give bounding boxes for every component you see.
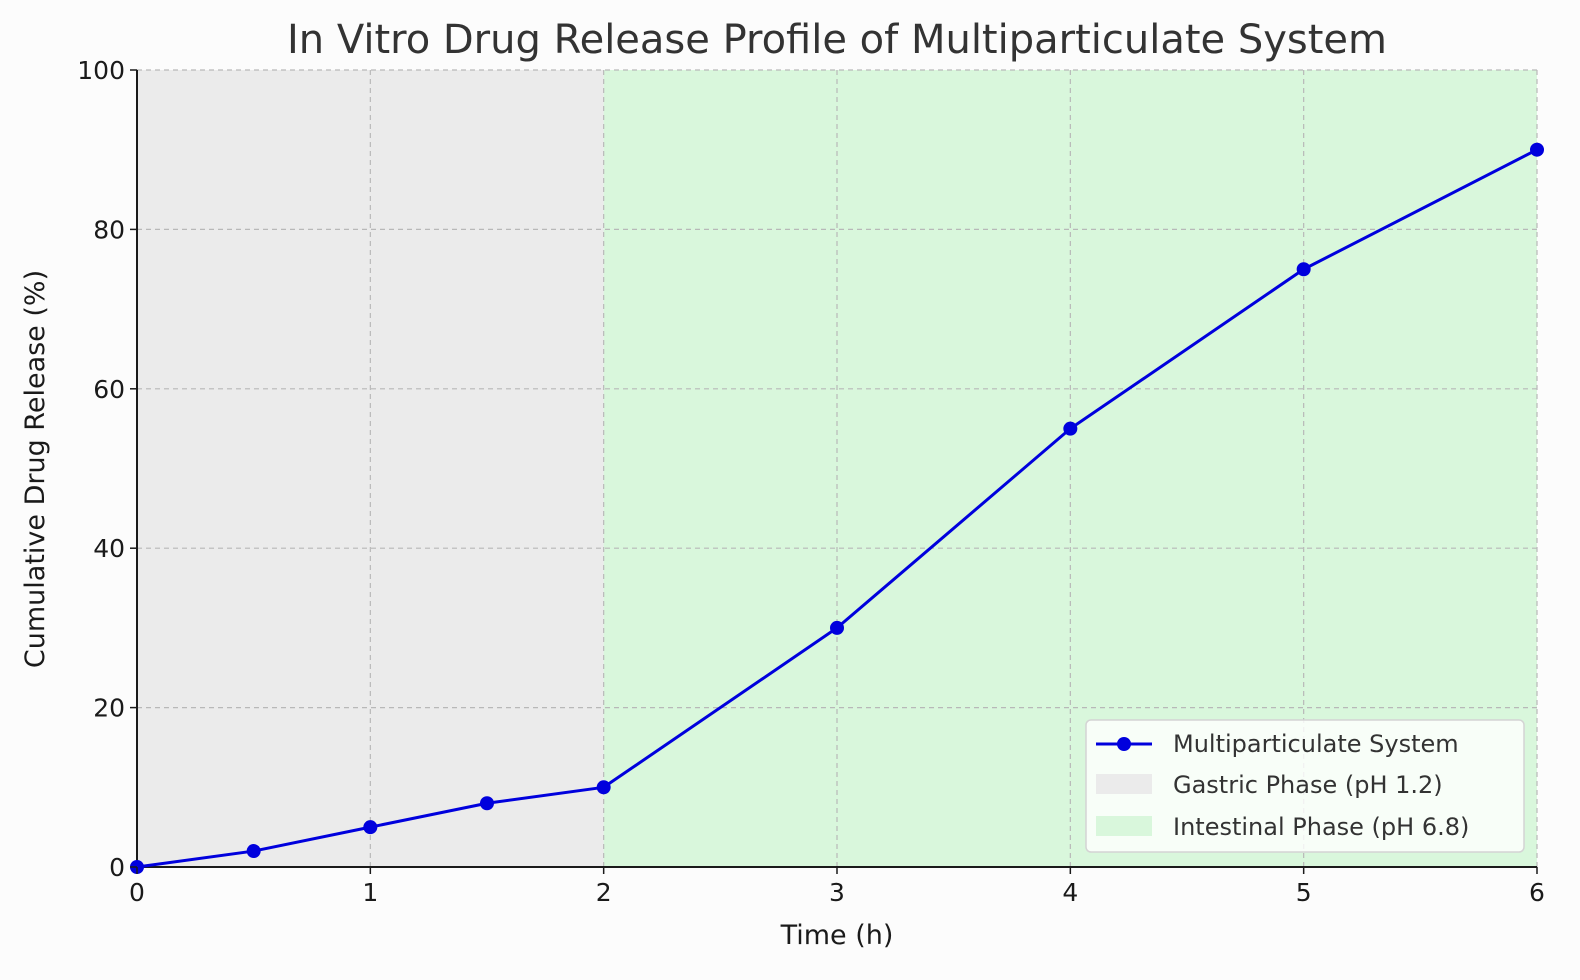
x-tick-label-3: 3: [829, 878, 845, 907]
legend-label-gastric: Gastric Phase (pH 1.2): [1173, 771, 1443, 799]
y-tick-label-3: 60: [93, 375, 125, 404]
y-tick-label-5: 100: [77, 56, 125, 85]
y-tick-label-4: 80: [93, 215, 125, 244]
legend: Multiparticulate System Gastric Phase (p…: [1085, 719, 1525, 853]
y-tick-label-1: 20: [93, 694, 125, 723]
data-point-5: [830, 620, 844, 635]
data-point-6: [1063, 421, 1078, 436]
legend-box: [1085, 719, 1525, 853]
data-point-1: [246, 844, 261, 859]
data-point-4: [596, 780, 611, 795]
data-point-7: [1296, 262, 1311, 277]
x-tick-label-6: 6: [1529, 878, 1545, 907]
y-axis-label: Cumulative Drug Release (%): [20, 270, 51, 668]
data-point-3: [480, 796, 494, 811]
legend-label-series: Multiparticulate System: [1173, 730, 1459, 758]
legend-swatch-intestinal: [1096, 816, 1152, 836]
x-tick-label-5: 5: [1296, 878, 1312, 907]
x-tick-label-0: 0: [129, 878, 145, 907]
x-tick-label-2: 2: [596, 878, 612, 907]
x-ticks: 0 1 2 3 4 5 6: [129, 867, 1545, 907]
data-point-8: [1530, 142, 1544, 157]
chart-title: In Vitro Drug Release Profile of Multipa…: [287, 17, 1387, 63]
legend-series-marker: [1117, 737, 1131, 751]
x-tick-label-1: 1: [362, 878, 378, 907]
series-layer: [130, 142, 1544, 874]
legend-swatch-gastric: [1096, 774, 1152, 794]
y-ticks: 0 20 40 60 80 100: [77, 56, 137, 882]
legend-label-intestinal: Intestinal Phase (pH 6.8): [1173, 813, 1469, 841]
y-tick-label-2: 40: [93, 534, 125, 563]
y-tick-label-0: 0: [109, 853, 125, 882]
x-tick-label-4: 4: [1062, 878, 1078, 907]
data-point-2: [363, 820, 378, 835]
x-axis-label: Time (h): [780, 920, 894, 951]
